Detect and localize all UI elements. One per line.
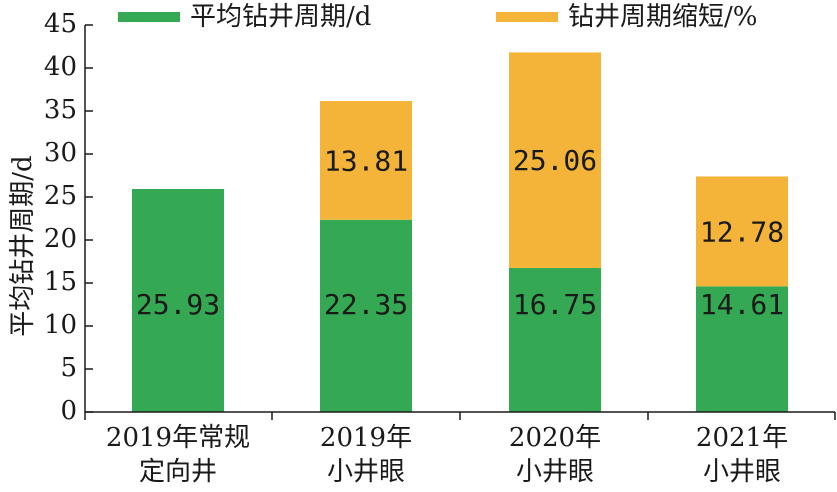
bar-reduction [509,52,601,268]
bar-cycle [132,189,224,412]
legend-swatch [118,12,180,22]
data-label: 25.06 [513,144,597,177]
data-label: 14.61 [700,288,784,321]
x-tick-label: 小井眼 [703,457,781,487]
bar-cycle [320,219,412,412]
y-tick-label: 40 [44,52,77,82]
x-tick-label: 小井眼 [327,457,405,487]
y-axis: 0 5 10 15 20 25 30 35 40 45 [44,9,93,426]
data-label: 16.75 [513,288,597,321]
y-tick-label: 5 [60,353,77,383]
x-tick-label: 2021年 [696,423,788,453]
bar-reduction [320,101,412,220]
legend-label: 平均钻井周期/d [190,2,371,32]
y-axis-label: 平均钻井周期/d [8,155,38,336]
data-label: 12.78 [700,215,784,248]
legend-swatch [496,12,558,22]
bar-cycle [509,267,601,412]
legend: 平均钻井周期/d 钻井周期缩短/% [118,2,757,32]
data-label: 13.81 [324,144,408,177]
y-tick-label: 35 [44,95,77,125]
y-tick-label: 30 [44,138,77,168]
x-tick-label: 定向井 [139,457,217,487]
y-tick-label: 10 [44,310,77,340]
y-tick-label: 15 [44,267,77,297]
x-tick-label: 2019年常规 [106,423,250,453]
x-tick-label: 2019年 [320,423,412,453]
legend-label: 钻井周期缩短/% [568,2,757,32]
data-label: 25.93 [136,288,220,321]
x-tick-label: 2020年 [509,423,601,453]
y-tick-label: 25 [44,181,77,211]
y-tick-label: 0 [60,396,77,426]
bars [132,52,788,412]
y-tick-label: 20 [44,224,77,254]
data-label: 22.35 [324,288,408,321]
bar-reduction [696,176,788,287]
data-labels: 25.93 22.35 13.81 16.75 25.06 14.61 12.78 [136,144,784,321]
bar-cycle [696,286,788,412]
x-tick-label: 小井眼 [516,457,594,487]
y-tick-label: 45 [44,9,77,39]
